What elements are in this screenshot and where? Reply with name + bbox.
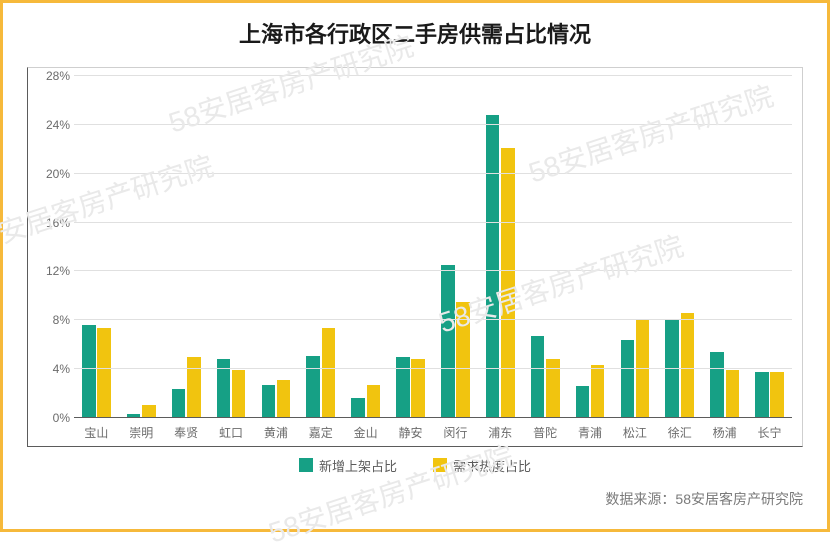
x-tick-label: 嘉定	[309, 418, 333, 441]
bar-group: 奉贤	[164, 76, 209, 418]
plot-region: 宝山崇明奉贤虹口黄浦嘉定金山静安闵行浦东普陀青浦松江徐汇杨浦长宁 0%4%8%1…	[74, 76, 792, 418]
bar-group: 徐汇	[657, 76, 702, 418]
x-tick-label: 杨浦	[713, 418, 737, 441]
bar	[396, 357, 409, 418]
x-tick-label: 黄浦	[264, 418, 288, 441]
bar	[172, 389, 185, 418]
bar	[501, 148, 514, 418]
y-tick-label: 28%	[32, 69, 70, 83]
legend-swatch	[299, 458, 313, 472]
y-tick-label: 8%	[32, 313, 70, 327]
legend-item: 需求热度占比	[433, 456, 531, 475]
chart-title: 上海市各行政区二手房供需占比情况	[3, 3, 827, 55]
bar-group: 虹口	[209, 76, 254, 418]
bar	[726, 370, 739, 418]
bar	[770, 372, 783, 418]
source-label: 数据来源：58安居客房产研究院	[605, 489, 803, 509]
y-tick-label: 16%	[32, 216, 70, 230]
gridline	[74, 270, 792, 271]
x-tick-label: 徐汇	[668, 418, 692, 441]
bar	[486, 115, 499, 418]
y-tick-label: 4%	[32, 362, 70, 376]
bar-group: 崇明	[119, 76, 164, 418]
x-tick-label: 奉贤	[174, 418, 198, 441]
chart-container: 上海市各行政区二手房供需占比情况 宝山崇明奉贤虹口黄浦嘉定金山静安闵行浦东普陀青…	[0, 0, 830, 532]
x-tick-label: 浦东	[488, 418, 512, 441]
bar	[576, 386, 589, 418]
bar	[306, 356, 319, 418]
bar	[591, 365, 604, 418]
bar-group: 宝山	[74, 76, 119, 418]
x-tick-label: 虹口	[219, 418, 243, 441]
bar	[351, 398, 364, 418]
x-tick-label: 闵行	[443, 418, 467, 441]
x-axis-line	[74, 417, 792, 418]
x-tick-label: 松江	[623, 418, 647, 441]
bar	[441, 265, 454, 418]
bars-layer: 宝山崇明奉贤虹口黄浦嘉定金山静安闵行浦东普陀青浦松江徐汇杨浦长宁	[74, 76, 792, 418]
bar	[277, 380, 290, 418]
bar	[142, 405, 155, 418]
bar	[97, 328, 110, 418]
x-tick-label: 金山	[354, 418, 378, 441]
x-tick-label: 长宁	[758, 418, 782, 441]
bar-group: 黄浦	[254, 76, 299, 418]
bar-group: 长宁	[747, 76, 792, 418]
bar	[681, 313, 694, 418]
legend-label: 新增上架占比	[319, 456, 397, 475]
bar-group: 静安	[388, 76, 433, 418]
bar-group: 青浦	[568, 76, 613, 418]
bar-group: 嘉定	[298, 76, 343, 418]
bar-group: 松江	[613, 76, 658, 418]
bar	[755, 372, 768, 418]
y-tick-label: 0%	[32, 411, 70, 425]
chart-area: 宝山崇明奉贤虹口黄浦嘉定金山静安闵行浦东普陀青浦松江徐汇杨浦长宁 0% 4% 8% 1…	[27, 67, 803, 447]
bar-group: 普陀	[523, 76, 568, 418]
legend-label: 需求热度占比	[453, 456, 531, 475]
gridline	[74, 222, 792, 223]
x-tick-label: 崇明	[129, 418, 153, 441]
gridline	[74, 173, 792, 174]
bar	[232, 370, 245, 418]
bar	[262, 385, 275, 418]
bar-group: 金山	[343, 76, 388, 418]
x-tick-label: 宝山	[84, 418, 108, 441]
legend-swatch	[433, 458, 447, 472]
gridline	[74, 368, 792, 369]
bar-group: 闵行	[433, 76, 478, 418]
gridline	[74, 75, 792, 76]
bar	[187, 357, 200, 418]
watermark: 58安居客房产研究院	[263, 435, 518, 551]
bar	[710, 352, 723, 418]
bar-group: 杨浦	[702, 76, 747, 418]
y-tick-label: 12%	[32, 264, 70, 278]
x-tick-label: 青浦	[578, 418, 602, 441]
gridline	[74, 124, 792, 125]
legend: 新增上架占比 需求热度占比	[3, 456, 827, 476]
bar	[322, 328, 335, 418]
bar	[82, 325, 95, 418]
bar-group: 浦东	[478, 76, 523, 418]
bar	[621, 340, 634, 418]
y-tick-label: 24%	[32, 118, 70, 132]
gridline	[74, 319, 792, 320]
x-tick-label: 普陀	[533, 418, 557, 441]
y-tick-label: 20%	[32, 167, 70, 181]
bar	[531, 336, 544, 418]
bar	[367, 385, 380, 418]
x-tick-label: 静安	[399, 418, 423, 441]
legend-item: 新增上架占比	[299, 456, 397, 475]
